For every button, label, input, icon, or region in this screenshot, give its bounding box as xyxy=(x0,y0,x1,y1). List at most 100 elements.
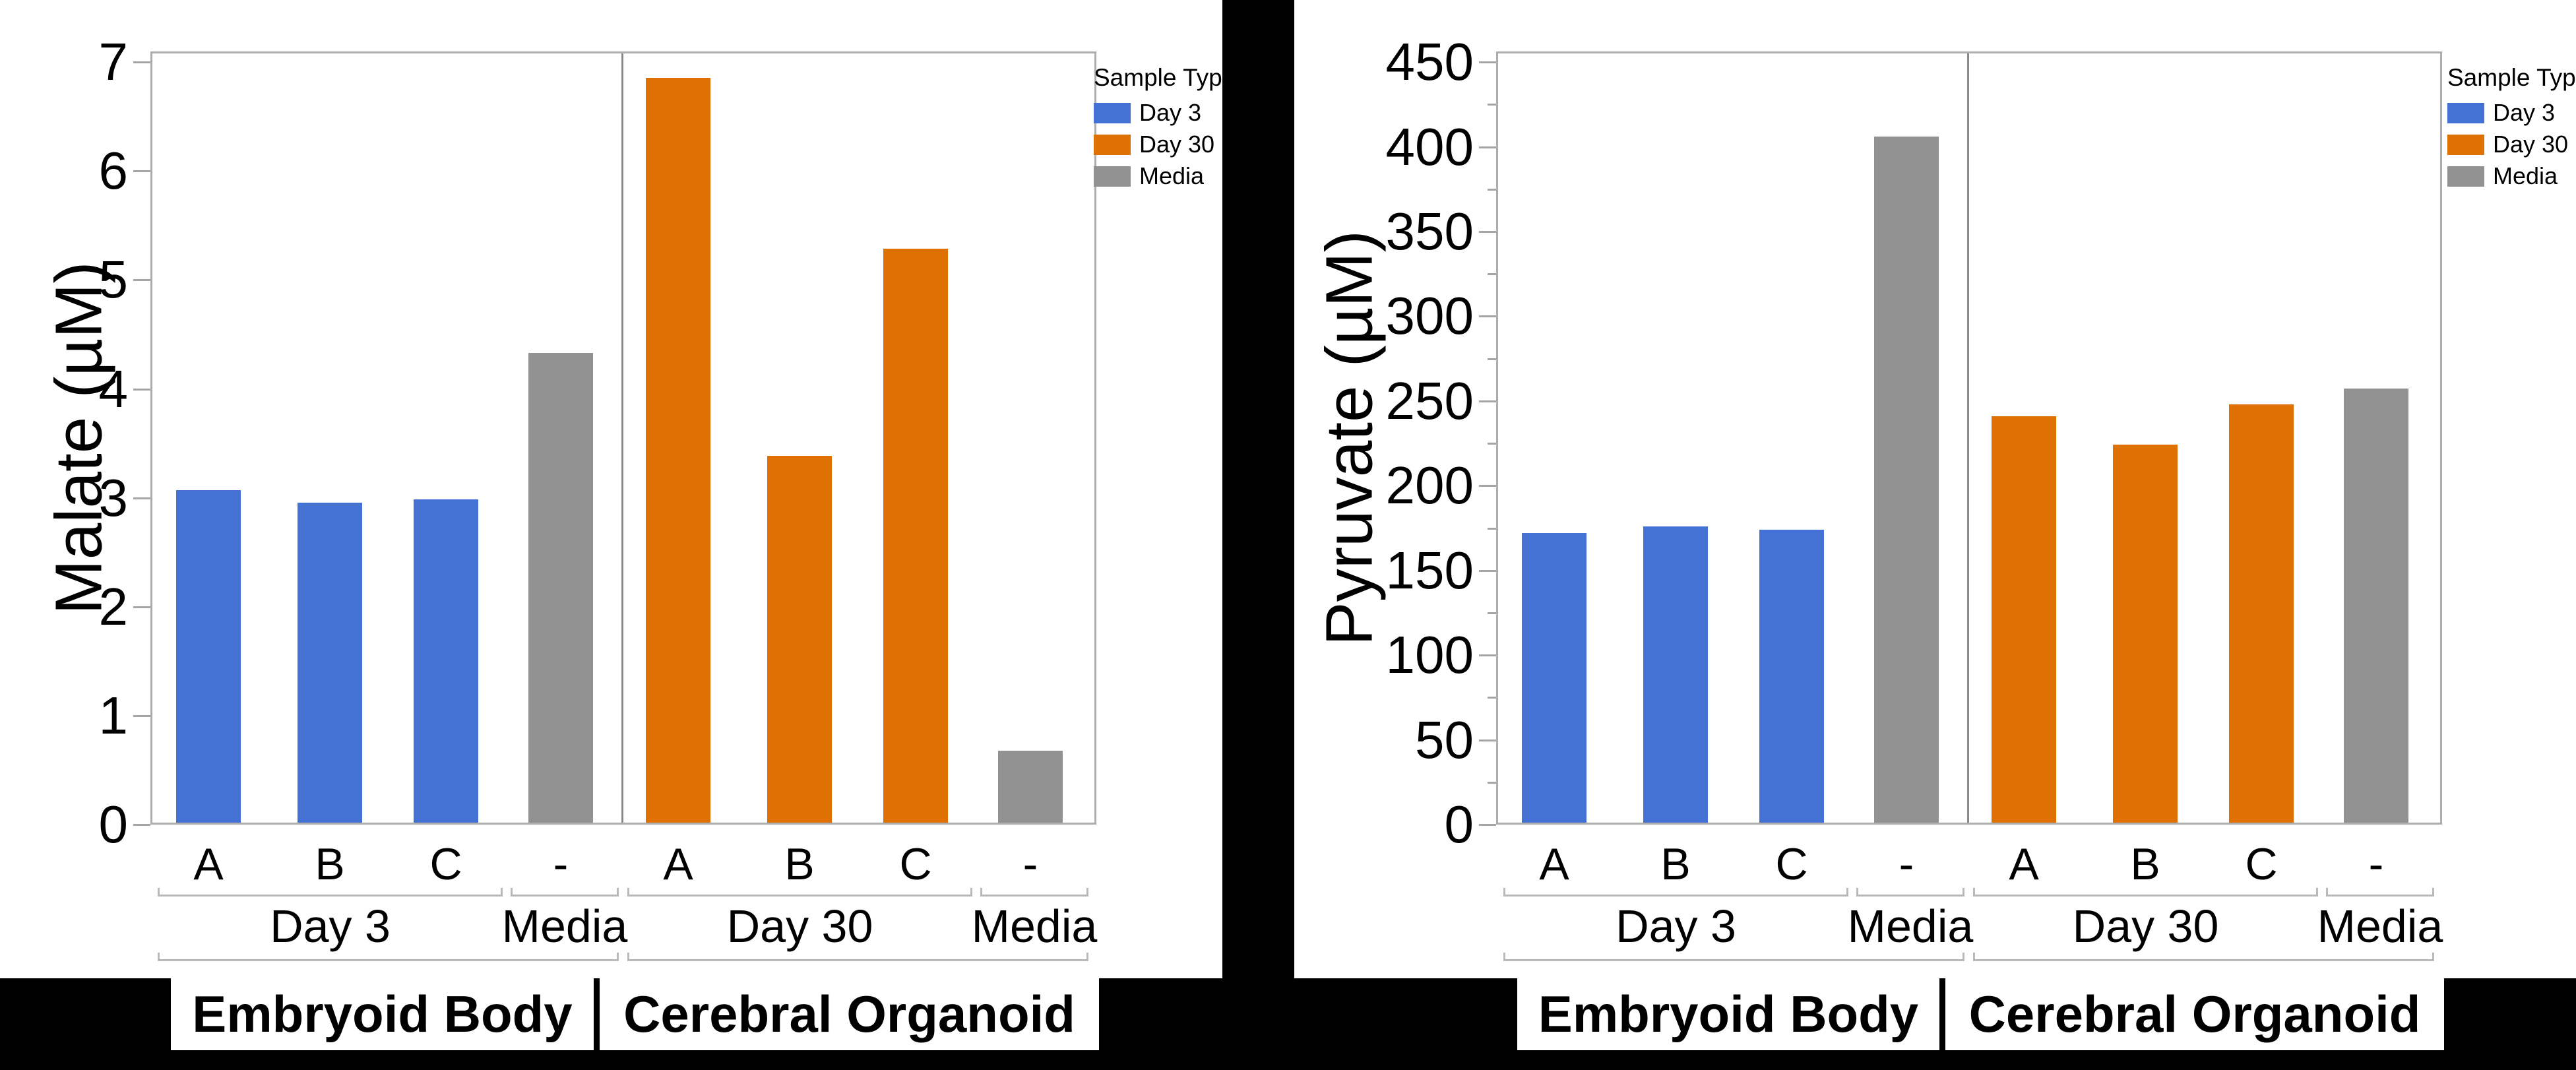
y-axis-major-tick xyxy=(1479,315,1496,318)
y-axis-minor-tick xyxy=(1488,697,1496,699)
group-bracket xyxy=(1973,888,2318,897)
y-axis-tick-label: 0 xyxy=(1444,795,1474,854)
y-axis-major-tick xyxy=(1479,569,1496,572)
y-axis-tick-label: 5 xyxy=(98,250,129,309)
panel-label-divider xyxy=(594,978,600,1050)
legend-item-media: Media xyxy=(1094,164,1245,189)
group-label-day-3: Day 3 xyxy=(1616,900,1736,952)
legend-swatch-icon xyxy=(1094,102,1131,123)
y-axis-tick-label: 200 xyxy=(1385,456,1474,515)
x-axis-category-label: - xyxy=(2368,839,2384,889)
y-axis-major-tick xyxy=(1479,485,1496,488)
legend-item-media: Media xyxy=(2447,164,2576,189)
y-axis-minor-tick xyxy=(1488,781,1496,784)
bar-day3-B xyxy=(1643,526,1708,823)
legend-swatch-icon xyxy=(2447,134,2484,155)
y-axis-major-tick xyxy=(133,824,150,826)
legend-item-label: Media xyxy=(1139,162,1205,189)
legend-swatch-icon xyxy=(2447,166,2484,187)
bar-day30-C xyxy=(883,249,948,823)
x-axis-category-label: B xyxy=(2130,839,2160,889)
legend-swatch-icon xyxy=(1094,166,1131,187)
bar-day30-A xyxy=(1992,416,2056,823)
y-axis-major-tick xyxy=(1479,400,1496,402)
y-axis-major-tick xyxy=(133,170,150,173)
pyruvate-chart-canvas: Pyruvate (µM) Sample Type Day 3 Day 30 Medi… xyxy=(1294,0,2576,978)
legend-item-day-30: Day 30 xyxy=(2447,132,2576,157)
legend-title: Sample Type xyxy=(2447,64,2576,91)
x-axis-category-label: C xyxy=(429,839,462,889)
legend-item-day-3: Day 3 xyxy=(1094,100,1245,125)
y-axis-minor-tick xyxy=(1488,273,1496,276)
x-axis-category-label: - xyxy=(553,839,569,889)
y-axis-major-tick xyxy=(133,606,150,608)
y-axis-minor-tick xyxy=(1488,358,1496,360)
x-axis-category-label: A xyxy=(193,839,224,889)
bar-day3-A xyxy=(176,490,241,823)
y-axis-tick-label: 250 xyxy=(1385,371,1474,430)
group-label-media: Media xyxy=(971,900,1098,952)
group-bracket xyxy=(2326,888,2434,897)
legend-item-label: Day 30 xyxy=(2493,131,2569,158)
y-axis-major-tick xyxy=(133,61,150,64)
panel-bracket xyxy=(627,953,1088,961)
y-axis-tick-label: 150 xyxy=(1385,540,1474,600)
group-bracket xyxy=(980,888,1088,897)
bar-day3-A xyxy=(1522,533,1586,823)
bar-day30-B xyxy=(2113,445,2178,823)
y-axis-tick-label: 7 xyxy=(98,32,129,92)
legend-title: Sample Type xyxy=(1094,64,1236,91)
panel-bracket xyxy=(158,953,619,961)
panel-label-embryoid-body: Embryoid Body xyxy=(1538,985,1919,1043)
malate-chart-canvas: Malate (µM) Sample Type Day 3 Day 30 Media … xyxy=(0,0,1236,978)
x-axis-category-label: C xyxy=(2245,839,2278,889)
panel-label-divider xyxy=(1939,978,1945,1050)
y-axis-major-tick xyxy=(1479,824,1496,826)
legend-swatch-icon xyxy=(1094,134,1131,155)
y-axis-major-tick xyxy=(1479,146,1496,148)
y-axis-major-tick xyxy=(133,497,150,499)
x-axis-category-label: B xyxy=(784,839,815,889)
panel-divider-line xyxy=(1967,53,1969,823)
y-axis-tick-label: 350 xyxy=(1385,202,1474,261)
legend-item-label: Media xyxy=(2493,162,2558,189)
panel-bracket xyxy=(1973,953,2434,961)
bar-day3-C xyxy=(414,499,478,823)
group-bracket xyxy=(511,888,619,897)
pyruvate-panel-label-strip: Embryoid Body Cerebral Organoid xyxy=(1517,978,2444,1050)
group-label-media: Media xyxy=(2317,900,2443,952)
group-bracket xyxy=(1856,888,1964,897)
bar-media-- xyxy=(528,353,593,823)
y-axis-tick-label: 0 xyxy=(98,795,129,854)
bar-day30-A xyxy=(646,78,710,823)
bar-day3-C xyxy=(1759,530,1824,823)
legend-item-label: Day 3 xyxy=(2493,99,2556,126)
bar-day30-C xyxy=(2229,404,2294,823)
y-axis-tick-label: 6 xyxy=(98,141,129,201)
panel-divider-line xyxy=(621,53,623,823)
y-axis-minor-tick xyxy=(1488,443,1496,445)
legend-swatch-icon xyxy=(2447,102,2484,123)
y-axis-tick-label: 450 xyxy=(1385,32,1474,92)
malate-y-axis-title: Malate (µM) xyxy=(42,261,116,615)
y-axis-tick-label: 1 xyxy=(98,685,129,745)
y-axis-major-tick xyxy=(1479,654,1496,657)
y-axis-tick-label: 300 xyxy=(1385,286,1474,346)
x-axis-category-label: C xyxy=(1775,839,1808,889)
pyruvate-legend: Sample Type Day 3 Day 30 Media xyxy=(2447,63,2576,195)
x-axis-category-label: C xyxy=(899,839,932,889)
y-axis-minor-tick xyxy=(1488,104,1496,106)
y-axis-tick-label: 100 xyxy=(1385,625,1474,685)
x-axis-category-label: - xyxy=(1899,839,1914,889)
y-axis-tick-label: 50 xyxy=(1415,710,1474,769)
y-axis-minor-tick xyxy=(1488,188,1496,191)
y-axis-major-tick xyxy=(133,388,150,391)
bar-day3-B xyxy=(298,503,362,823)
group-label-day-30: Day 30 xyxy=(2072,900,2219,952)
group-bracket xyxy=(1503,888,1848,897)
panel-bracket xyxy=(1503,953,1964,961)
y-axis-minor-tick xyxy=(1488,612,1496,614)
y-axis-major-tick xyxy=(1479,61,1496,64)
x-axis-category-label: A xyxy=(2009,839,2039,889)
